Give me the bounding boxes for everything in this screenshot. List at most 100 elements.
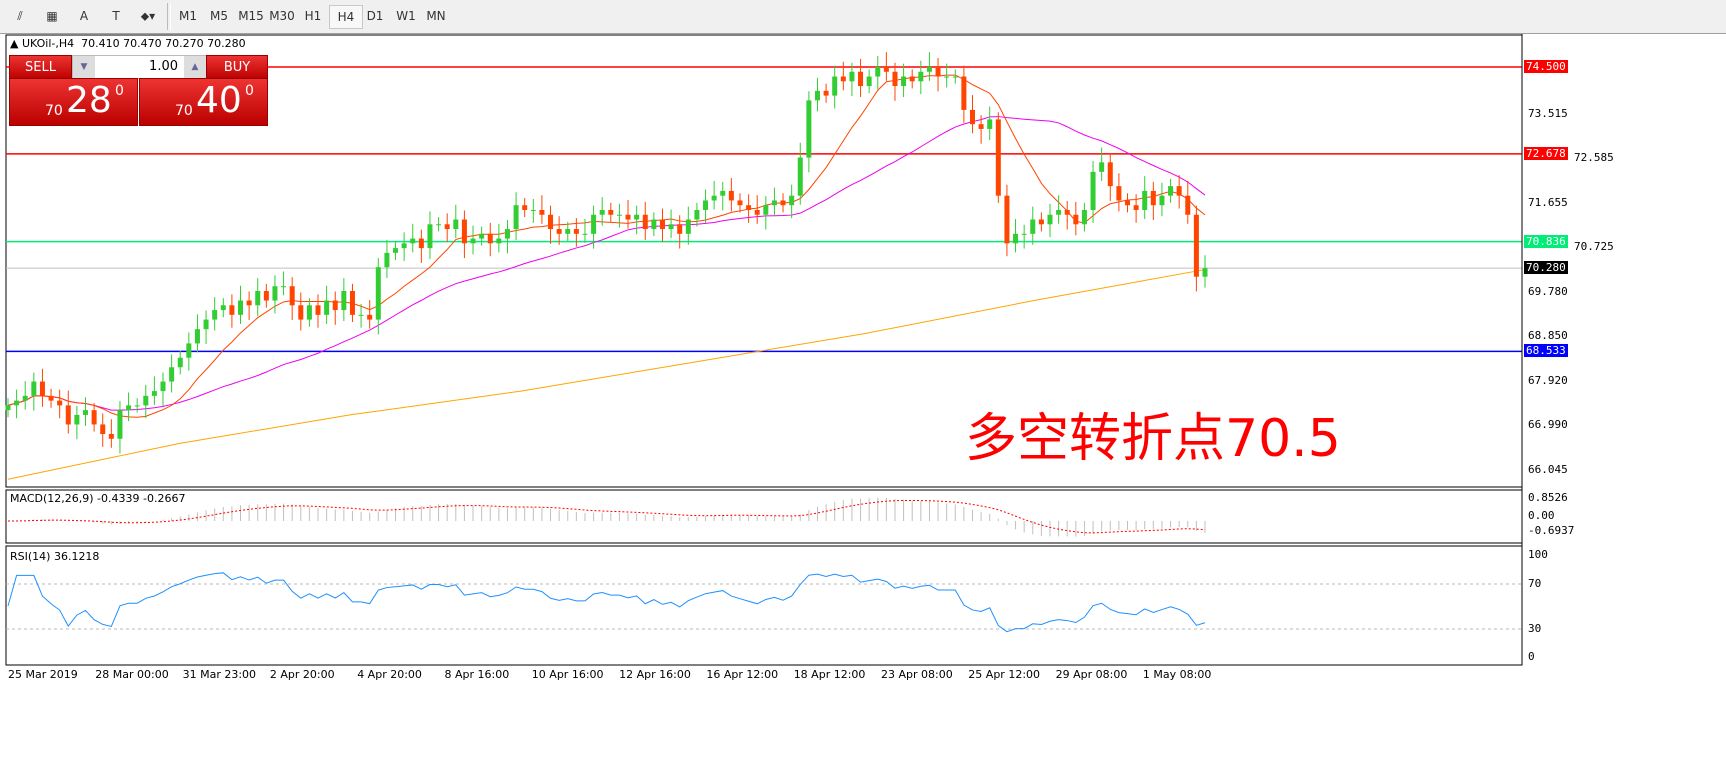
candle-body	[1202, 268, 1208, 277]
sell-button[interactable]: SELL	[9, 55, 72, 80]
time-tick: 2 Apr 20:00	[269, 668, 335, 681]
price-tick: 66.990	[1528, 417, 1568, 431]
timeframe-h4[interactable]: H4	[329, 5, 363, 29]
candle-body	[978, 124, 984, 129]
candle-body	[169, 367, 175, 382]
timeframe-m30[interactable]: M30	[269, 9, 295, 23]
candle-body	[272, 286, 278, 301]
time-tick: 23 Apr 08:00	[881, 668, 953, 681]
text-label-icon[interactable]: T	[112, 9, 120, 23]
candle-body	[39, 381, 45, 396]
candle-body	[332, 300, 338, 311]
candle-body	[677, 224, 683, 234]
candle-body	[1047, 214, 1053, 225]
decrease-lot-icon[interactable]: ▼	[73, 56, 95, 78]
increase-lot-icon[interactable]: ▲	[184, 56, 206, 78]
candle-body	[1176, 186, 1182, 196]
candle-body	[703, 200, 709, 210]
sell-price-prefix: 70	[45, 103, 63, 119]
candle-body	[1099, 162, 1105, 172]
candle-body	[1124, 200, 1130, 206]
candle-body	[625, 214, 631, 220]
lot-size-stepper[interactable]: ▼ 1.00 ▲	[72, 55, 207, 79]
candle-body	[384, 252, 390, 268]
sell-price-pip: 0	[115, 83, 124, 99]
candle-body	[866, 76, 872, 87]
candle-body	[599, 209, 605, 215]
candle-body	[832, 76, 838, 96]
candle-body	[160, 381, 166, 392]
timeframe-h1[interactable]: H1	[304, 9, 322, 23]
fibonacci-grid-icon[interactable]: ▦	[46, 9, 58, 23]
timeframe-w1[interactable]: W1	[396, 9, 416, 23]
candle-body	[194, 329, 200, 344]
time-tick: 25 Mar 2019	[8, 668, 78, 681]
candle-body	[1193, 214, 1199, 277]
annotation-text: 多空转折点70.5	[965, 409, 1341, 469]
level-tag: 72.678	[1524, 146, 1568, 160]
candle-body	[591, 214, 597, 234]
time-tick: 12 Apr 16:00	[619, 668, 691, 681]
level-tag: 68.533	[1524, 344, 1568, 358]
candle-body	[668, 224, 674, 230]
candle-body	[375, 267, 381, 320]
timeframe-m1[interactable]: M1	[179, 9, 197, 23]
candle-body	[746, 205, 752, 210]
timeframe-mn[interactable]: MN	[426, 9, 446, 23]
level-tag: 70.280	[1524, 261, 1568, 275]
candle-body	[1168, 186, 1174, 196]
rsi-tick: 70	[1528, 577, 1542, 590]
candle-body	[797, 157, 803, 196]
candle-body	[453, 219, 459, 230]
symbol-label: UKOil-,H4	[21, 37, 75, 50]
candle-body	[134, 405, 140, 407]
candle-body	[470, 238, 476, 244]
buy-price-pip: 0	[245, 83, 254, 99]
chart-canvas[interactable]	[0, 34, 1726, 759]
candle-body	[926, 67, 932, 72]
timeframe-d1[interactable]: D1	[366, 9, 384, 23]
candle-body	[100, 424, 106, 434]
price-tick: 71.655	[1528, 195, 1568, 209]
candle-body	[108, 433, 114, 439]
price-tick: 66.045	[1528, 462, 1568, 476]
candle-body	[952, 76, 958, 78]
candle-body	[436, 224, 442, 226]
buy-price-button[interactable]: 70 40 0	[139, 78, 268, 126]
candle-body	[22, 395, 28, 401]
candle-body	[754, 209, 760, 215]
time-tick: 25 Apr 12:00	[968, 668, 1041, 681]
candle-body	[728, 190, 734, 201]
candle-body	[892, 71, 898, 87]
buy-price-prefix: 70	[175, 103, 193, 119]
lot-size-input[interactable]: 1.00	[149, 59, 178, 74]
timeframe-m15[interactable]: M15	[238, 9, 264, 23]
candle-body	[1090, 171, 1096, 210]
sell-price-button[interactable]: 70 28 0	[9, 78, 138, 126]
arrows-icon[interactable]: ⬥▾	[140, 8, 156, 23]
candle-body	[806, 100, 812, 158]
candle-body	[987, 119, 993, 129]
candle-body	[548, 214, 554, 230]
candle-body	[461, 219, 467, 244]
candle-body	[685, 219, 691, 234]
candle-body	[565, 229, 571, 234]
time-tick: 31 Mar 23:00	[182, 668, 257, 681]
timeframe-m5[interactable]: M5	[210, 9, 228, 23]
candle-body	[444, 224, 450, 230]
candle-body	[771, 200, 777, 206]
candle-body	[74, 414, 80, 425]
candle-body	[1030, 219, 1036, 234]
candle-body	[315, 305, 321, 315]
price-tick: 69.780	[1528, 284, 1568, 298]
buy-button[interactable]: BUY	[206, 55, 268, 80]
candle-body	[1056, 209, 1062, 215]
candle-body	[789, 195, 795, 206]
fibonacci-channel-icon[interactable]: ⫽	[17, 8, 23, 23]
candle-body	[642, 214, 648, 230]
candle-body	[883, 67, 889, 72]
text-icon[interactable]: A	[79, 9, 89, 23]
candle-body	[401, 243, 407, 249]
macd-tick: 0.00	[1528, 509, 1555, 522]
rsi-tick: 100	[1528, 548, 1548, 561]
